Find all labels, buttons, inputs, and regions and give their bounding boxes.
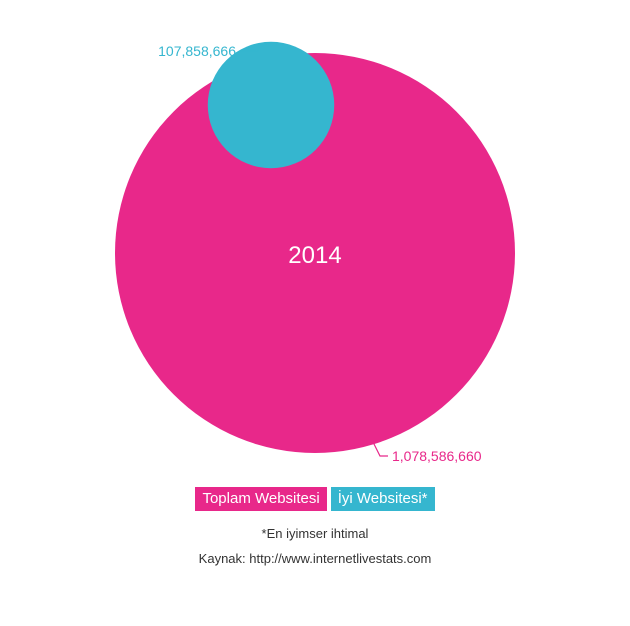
legend-item-good-websites: İyi Websitesi* (330, 487, 435, 511)
leader-line-total (371, 439, 388, 457)
source-note: Kaynak: http://www.internetlivestats.com (198, 551, 432, 566)
chart-year-label: 2014 (288, 242, 341, 269)
bubble-good-websites (207, 41, 335, 169)
value-label-good-websites: 107,858,666 (158, 43, 236, 59)
legend-item-total-websites: Toplam Websitesi (195, 487, 327, 511)
footnote: *En iyimser ihtimal (261, 526, 369, 541)
bubble-total-websites (115, 53, 515, 453)
legend: Toplam Websitesi İyi Websitesi* (0, 487, 630, 511)
value-label-total-websites: 1,078,586,660 (392, 448, 482, 464)
leader-line-good (240, 45, 263, 52)
